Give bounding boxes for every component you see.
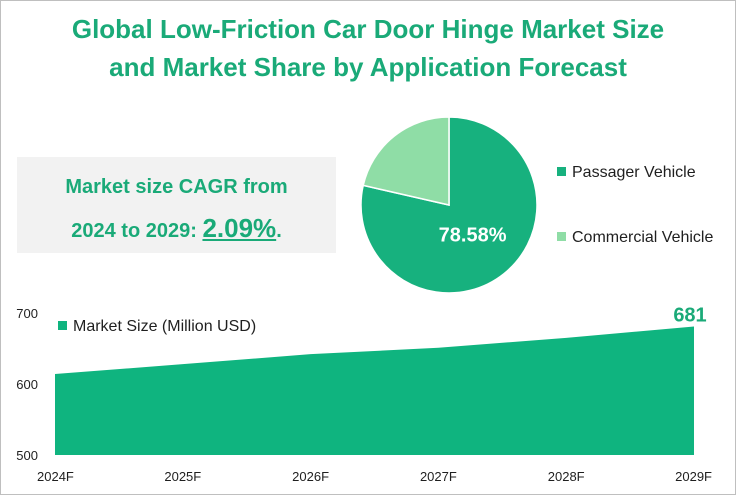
area-legend-swatch (58, 321, 67, 330)
title-line-2: and Market Share by Application Forecast (109, 52, 627, 82)
cagr-suffix: . (276, 220, 282, 242)
area-series-fill (55, 326, 694, 455)
pie-slice-label-0: 78.58% (439, 225, 507, 247)
x-tick-label-1: 2025F (164, 469, 201, 484)
cagr-value: 2.09% (202, 213, 277, 243)
x-tick-label-3: 2027F (420, 469, 457, 484)
area-legend-label: Market Size (Million USD) (73, 318, 257, 335)
y-tick-label-1: 600 (16, 377, 38, 392)
cagr-line-1: Market size CAGR from (65, 176, 288, 198)
x-tick-label-4: 2028F (548, 469, 585, 484)
cagr-line-2: 2024 to 2029: 2.09%. (17, 215, 336, 244)
legend-swatch-passager (557, 167, 566, 176)
x-tick-label-5: 2029F (675, 469, 712, 484)
pie-slice-1 (362, 116, 450, 206)
y-tick-label-2: 700 (16, 306, 38, 321)
data-label-2029F: 681 (673, 304, 706, 326)
chart-title: Global Low-Friction Car Door Hinge Marke… (0, 10, 736, 86)
x-tick-label-0: 2024F (37, 469, 74, 484)
pie-legend-passager: Passager Vehicle (557, 163, 696, 183)
cagr-period-text: 2024 to 2029: (71, 220, 203, 242)
cagr-box: Market size CAGR from 2024 to 2029: 2.09… (17, 157, 336, 253)
legend-label-passager: Passager Vehicle (572, 164, 696, 181)
title-line-1: Global Low-Friction Car Door Hinge Marke… (71, 14, 665, 44)
legend-label-commercial: Commercial Vehicle (572, 229, 714, 246)
pie-legend-commercial: Commercial Vehicle (557, 228, 713, 248)
legend-swatch-commercial (557, 232, 566, 241)
y-tick-label-0: 500 (16, 448, 38, 463)
area-legend: Market Size (Million USD) (58, 317, 256, 337)
x-tick-label-2: 2026F (292, 469, 329, 484)
